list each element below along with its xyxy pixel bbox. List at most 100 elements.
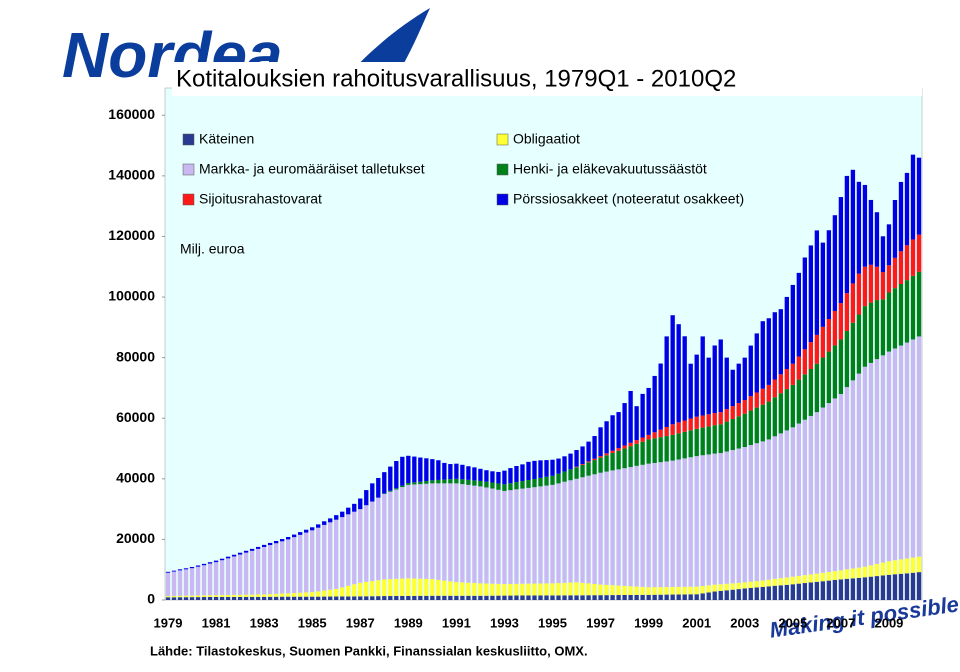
bar-segment	[478, 583, 483, 596]
bar-segment	[670, 434, 675, 461]
bar-segment	[388, 596, 393, 600]
bar-segment	[556, 595, 561, 600]
bar-segment	[916, 157, 922, 235]
bar-segment	[448, 479, 453, 484]
bar-segment	[724, 409, 729, 422]
bar-segment	[844, 578, 850, 600]
bar-segment	[820, 357, 826, 408]
bar-segment	[676, 324, 681, 423]
bar-segment	[892, 257, 898, 289]
bar-segment	[568, 480, 573, 583]
bar-segment	[406, 578, 411, 596]
bar-segment	[352, 503, 357, 512]
bar-segment	[292, 596, 297, 600]
bar-segment	[225, 558, 231, 596]
bar-segment	[688, 586, 693, 595]
bar-segment	[850, 578, 856, 600]
bar-segment	[352, 596, 357, 600]
source: Lähde: Tilastokeskus, Suomen Pankki, Fin…	[150, 643, 588, 658]
bar-segment	[532, 460, 537, 480]
bar-segment	[514, 482, 519, 490]
bar-segment	[766, 586, 771, 600]
bar-segment	[183, 595, 189, 598]
bar-segment	[862, 366, 868, 567]
bar-segment	[628, 390, 633, 443]
bar-segment	[502, 584, 507, 596]
bar-segment	[544, 595, 549, 600]
bar-segment	[748, 587, 753, 600]
bar-segment	[292, 593, 297, 597]
bar-segment	[352, 584, 357, 597]
bar-segment	[904, 172, 910, 246]
bar-segment	[346, 585, 351, 597]
bar-segment	[171, 595, 177, 598]
bar-segment	[490, 482, 495, 489]
bar-segment	[316, 527, 321, 592]
bar-segment	[688, 457, 693, 587]
bar-segment	[478, 595, 483, 600]
x-tick-label: 1979	[154, 615, 183, 630]
bar-segment	[484, 595, 489, 600]
bar-segment	[898, 345, 904, 560]
bar-segment	[316, 591, 321, 597]
bar-segment	[622, 403, 627, 446]
bar-segment	[658, 437, 663, 463]
bar-segment	[574, 466, 579, 468]
bar-segment	[400, 578, 405, 596]
bar-segment	[478, 486, 483, 584]
bar-segment	[700, 415, 705, 428]
bar-segment	[736, 448, 741, 583]
bar-segment	[592, 583, 597, 596]
bar-segment	[832, 580, 838, 600]
bar-segment	[670, 315, 675, 425]
bar-segment	[346, 596, 351, 600]
bar-segment	[219, 595, 225, 597]
bar-segment	[292, 537, 297, 594]
bar-segment	[412, 482, 417, 485]
bar-segment	[502, 595, 507, 600]
bar-segment	[640, 437, 645, 442]
bar-segment	[772, 397, 777, 437]
bar-segment	[772, 578, 777, 586]
bar-segment	[778, 374, 783, 394]
bar-segment	[868, 576, 874, 600]
bar-segment	[502, 470, 507, 485]
bar-segment	[514, 489, 519, 584]
bar-segment	[760, 321, 765, 389]
bar-segment	[616, 448, 621, 451]
bar-segment	[436, 479, 441, 484]
bar-segment	[592, 458, 597, 461]
bar-segment	[334, 596, 339, 600]
bar-segment	[694, 456, 699, 587]
bar-segment	[832, 345, 838, 399]
x-tick-label: 1987	[346, 615, 375, 630]
bar-segment	[418, 595, 423, 600]
bar-segment	[886, 224, 892, 266]
bar-segment	[538, 583, 543, 596]
bar-segment	[508, 483, 513, 491]
bar-segment	[225, 556, 231, 559]
bar-segment	[520, 481, 525, 489]
bar-segment	[592, 595, 597, 600]
bar-segment	[808, 245, 814, 343]
bar-segment	[676, 422, 681, 434]
x-tick-label: 2007	[826, 615, 855, 630]
bar-segment	[832, 398, 838, 572]
bar-segment	[850, 322, 856, 381]
bar-segment	[195, 565, 201, 567]
bar-segment	[382, 472, 387, 494]
bar-segment	[730, 583, 735, 590]
bar-segment	[586, 462, 591, 476]
bar-segment	[580, 464, 585, 478]
bar-segment	[700, 336, 705, 416]
bar-segment	[243, 550, 249, 553]
bar-segment	[249, 548, 255, 551]
bar-segment	[826, 403, 832, 572]
bar-segment	[736, 582, 741, 590]
bar-segment	[820, 572, 826, 582]
bar-segment	[562, 471, 567, 482]
bar-segment	[718, 584, 723, 591]
bar-segment	[165, 597, 171, 600]
bar-segment	[418, 481, 423, 485]
bar-segment	[484, 481, 489, 488]
